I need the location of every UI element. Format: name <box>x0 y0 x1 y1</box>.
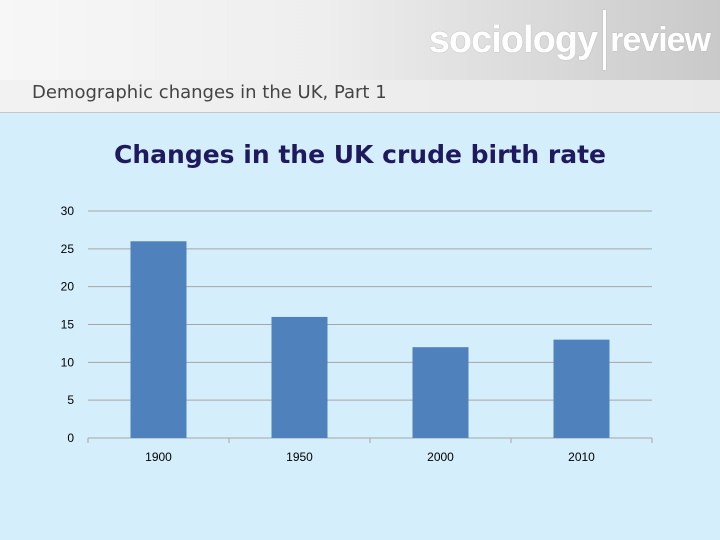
y-tick-label: 5 <box>67 393 74 407</box>
bar-2010 <box>553 339 610 438</box>
bar-1900 <box>130 241 187 438</box>
logo-text-review: review <box>610 20 711 59</box>
y-tick-label: 25 <box>61 242 75 256</box>
x-tick-label: 2010 <box>568 450 595 464</box>
bar-2000 <box>412 347 469 438</box>
slide-subtitle: Demographic changes in the UK, Part 1 <box>32 82 387 103</box>
slide-title: Changes in the UK crude birth rate <box>114 140 606 169</box>
y-tick-label: 0 <box>67 431 74 445</box>
logo-divider <box>603 10 607 70</box>
x-tick-label: 1950 <box>286 450 313 464</box>
logo-text-sociology: sociology <box>428 18 598 61</box>
x-tick-label: 1900 <box>145 450 172 464</box>
header-banner: sociology review <box>0 0 720 80</box>
y-tick-label: 15 <box>61 318 75 332</box>
y-tick-label: 20 <box>61 280 75 294</box>
y-tick-label: 30 <box>61 204 75 218</box>
subtitle-bar: Demographic changes in the UK, Part 1 <box>0 80 720 113</box>
bar-chart: 0 5 10 15 20 25 30 1900 1950 2000 2010 <box>61 204 653 464</box>
bar-1950 <box>271 316 328 438</box>
y-tick-label: 10 <box>61 355 75 369</box>
sociology-review-logo: sociology review <box>428 8 711 72</box>
x-tick-label: 2000 <box>427 450 454 464</box>
